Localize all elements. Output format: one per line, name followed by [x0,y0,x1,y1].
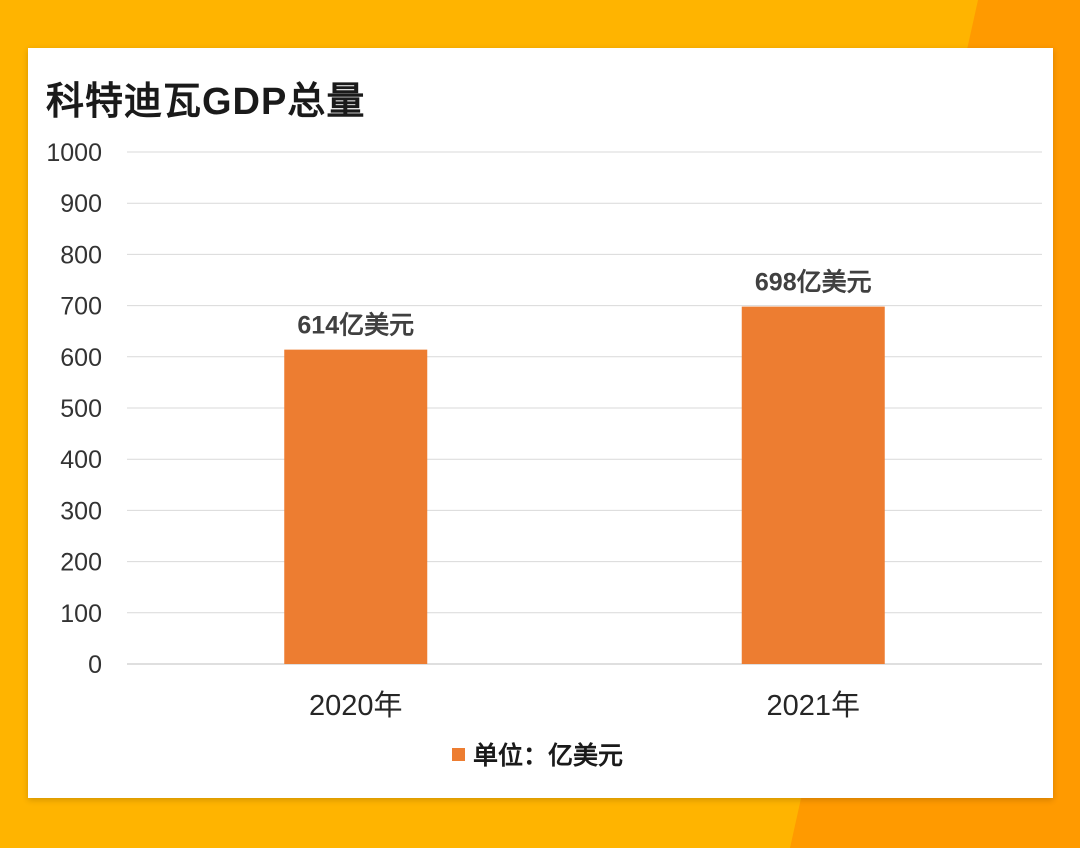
y-tick-label: 800 [60,241,102,269]
y-tick-label: 200 [60,549,102,577]
x-axis: 2020年 2021年 [309,689,860,722]
chart-title: 科特迪瓦GDP总量 [46,81,366,123]
y-tick-label: 900 [60,190,102,218]
data-labels: 614亿美元 698亿美元 [297,268,871,340]
gridlines [127,151,1042,665]
y-tick-label: 0 [88,651,102,679]
y-axis: 0 100 200 300 400 500 600 700 800 900 1000 [46,139,102,679]
x-tick-label: 2021年 [766,689,860,722]
y-tick-label: 600 [60,344,102,372]
y-tick-label: 300 [60,497,102,525]
bars [284,306,885,664]
y-tick-label: 500 [60,395,102,423]
legend: 单位：亿美元 [452,736,623,772]
y-tick-label: 100 [60,600,102,628]
data-label: 614亿美元 [297,311,414,340]
y-tick-label: 700 [60,293,102,321]
y-tick-label: 400 [60,446,102,474]
y-tick-label: 1000 [46,139,102,167]
x-tick-label: 2020年 [309,689,403,722]
bar [284,349,428,664]
data-label: 698亿美元 [755,268,872,297]
bar [741,306,885,664]
legend-swatch [452,747,465,761]
chart-card: 科特迪瓦GDP总量 0 100 200 300 400 500 600 700 800 900 10… [28,48,1053,798]
legend-label: 单位：亿美元 [473,742,624,770]
